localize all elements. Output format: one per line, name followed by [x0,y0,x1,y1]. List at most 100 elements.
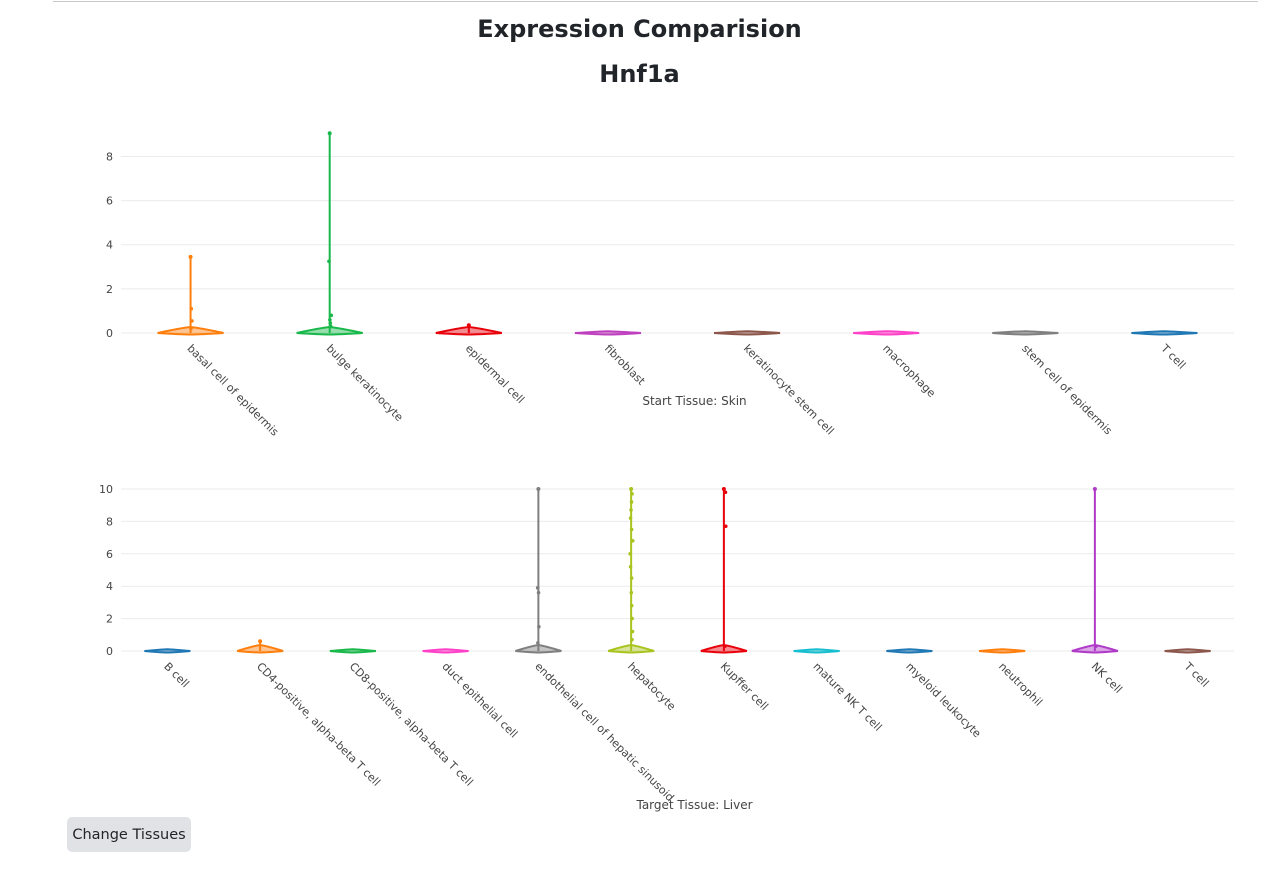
x-tick-label: fibroblast [602,342,648,388]
x-tick-label: T cell [1181,659,1212,690]
violin-nk-cell [1071,487,1119,654]
violin-point [629,590,634,595]
violin-body [157,325,224,336]
violin-body [296,325,363,336]
violin-duct-epithelial-cell [422,648,469,654]
y-tick-label: 0 [106,645,113,658]
violin-neutrophil [979,648,1026,654]
violin-body [329,648,376,654]
violin-point [630,492,634,496]
x-tick-label: T cell [1158,341,1189,372]
violin-point [189,326,193,331]
y-tick-label: 2 [106,613,113,626]
y-tick-label: 8 [106,515,113,528]
violin-point [629,576,634,580]
violin-point [327,259,331,264]
violin-max-point [327,131,332,136]
gene-title: Hnf1a [599,60,680,88]
violin-point [723,644,727,648]
violin-point [1094,644,1098,648]
violin-body [1071,643,1119,654]
violin-point [329,313,334,318]
x-tick-label: neutrophil [996,660,1045,709]
x-tick-label: basal cell of epidermis [184,342,281,439]
x-tick-label: hepatocyte [625,660,678,713]
violin-kupffer-cell [700,487,748,654]
violin-mature-nk-t-cell [793,648,840,654]
violin-cd4-positive-alpha-beta-t-cell [236,639,284,654]
violin-myeloid-leukocyte [886,648,933,654]
violin-max-point [258,639,263,644]
violin-point [628,516,633,520]
violin-max-point [721,487,726,491]
violin-body [236,643,284,654]
violin-point [536,590,541,595]
violin-b-cell [144,648,191,654]
violin-point [536,641,540,645]
violin-bulge-keratinocyte [296,131,363,336]
page-title: Expression Comparision [477,15,802,43]
violin-body [435,325,503,336]
violin-body [713,330,781,336]
violin-point [723,490,728,495]
violin-point [328,324,333,329]
x-tick-label: macrophage [880,342,938,400]
violin-body [979,648,1026,654]
top-divider [53,1,1258,2]
x-tick-label: duct epithelial cell [440,660,521,741]
y-tick-label: 2 [106,283,113,296]
x-tick-label: myeloid leukocyte [903,660,983,740]
violin-keratinocyte-stem-cell [713,330,781,336]
violin-hepatocyte [607,487,655,654]
violin-body [886,648,933,654]
violin-body [574,330,642,336]
violin-max-point [188,254,193,259]
violin-epidermal-cell [435,323,503,336]
violin-max-point [1092,487,1097,491]
x-tick-label: B cell [161,660,191,690]
violin-t-cell [1164,648,1211,654]
y-tick-label: 6 [106,548,113,561]
violin-fibroblast [574,330,642,336]
violin-point [189,306,194,311]
violin-macrophage [853,330,920,336]
violin-point [723,524,728,529]
violin-max-point [629,487,634,491]
violin-stem-cell-of-epidermis [992,330,1059,336]
violin-point [630,539,635,543]
x-tick-label: Kupffer cell [718,660,771,713]
violin-point [630,616,634,621]
y-tick-label: 0 [106,327,113,340]
y-tick-label: 4 [106,239,113,252]
violin-point [328,317,332,322]
y-tick-label: 10 [99,483,113,496]
violin-body [992,330,1059,336]
violin-point [629,508,633,512]
violin-point [628,552,632,556]
violin-point [537,624,541,629]
y-tick-label: 6 [106,195,113,208]
y-tick-label: 8 [106,150,113,163]
x-tick-label: mature NK T cell [811,660,885,734]
violin-basal-cell-of-epidermis [157,254,224,336]
change-tissues-button[interactable]: Change Tissues [67,817,191,852]
x-tick-label: keratinocyte stem cell [741,342,837,438]
violin-point [629,527,634,532]
x-tick-label: bulge keratinocyte [324,342,406,424]
violin-point [630,637,634,642]
violin-body [422,648,469,654]
violin-body [607,643,655,654]
violin-body [793,648,840,654]
violin-body [1164,648,1211,654]
violin-t-cell [1131,330,1198,336]
y-tick-label: 4 [106,580,113,593]
violin-point [629,500,634,504]
x-tick-label: NK cell [1089,660,1125,696]
violin-body [853,330,920,336]
violin-point [628,564,633,569]
x-tick-label: epidermal cell [463,342,527,406]
violin-body [700,643,748,654]
violin-body [1131,330,1198,336]
start-tissue-violin-chart: 0 2 4 6 8 basal cell of epidermis bulge kerati… [106,131,1234,439]
